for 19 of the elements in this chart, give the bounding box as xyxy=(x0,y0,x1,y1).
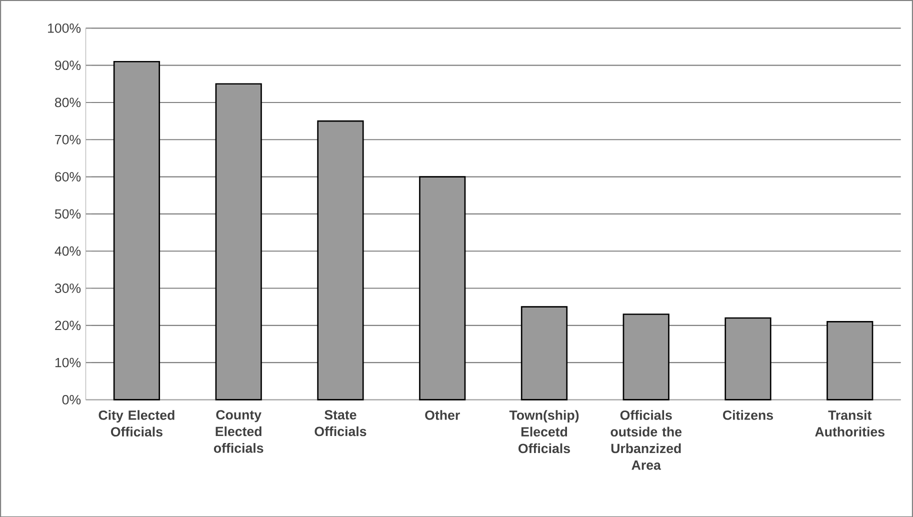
y-tick-label: 0% xyxy=(62,394,81,404)
x-tick-label: Officials outside the Urbanzized Area xyxy=(610,410,682,470)
y-tick-label: 70% xyxy=(55,134,81,144)
x-tick-label: City Elected Officials xyxy=(98,410,174,436)
y-tick-label: 30% xyxy=(54,283,81,293)
y-tick-label: 60% xyxy=(55,172,81,182)
y-tick-label: 40% xyxy=(54,246,81,256)
x-tick-label: Citizens xyxy=(723,410,773,420)
x-tick-label: Town(ship) Elecetd Officials xyxy=(509,410,579,453)
x-tick-label: Other xyxy=(425,410,460,420)
y-tick-label: 90% xyxy=(55,60,81,70)
x-tick-label: County Elected officials xyxy=(214,410,264,453)
y-tick-label: 10% xyxy=(55,358,81,368)
y-tick-label: 20% xyxy=(55,320,81,330)
x-tick-label: Transit Authorities xyxy=(815,410,884,436)
y-tick-label: 50% xyxy=(54,209,81,218)
y-tick-label: 100% xyxy=(48,23,81,33)
x-tick-label: State Officials xyxy=(314,410,366,436)
y-tick-label: 80% xyxy=(55,98,81,107)
